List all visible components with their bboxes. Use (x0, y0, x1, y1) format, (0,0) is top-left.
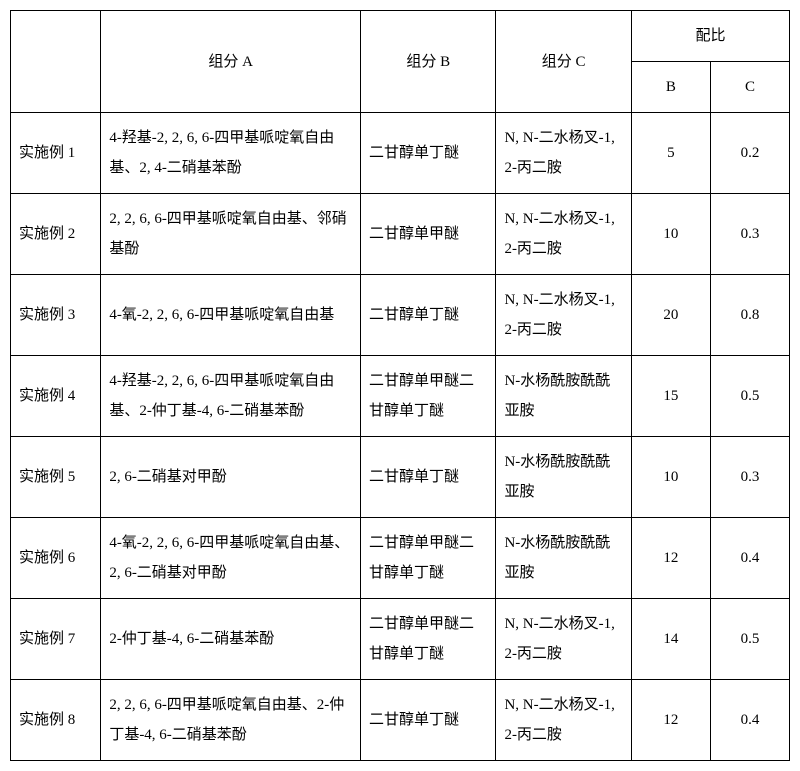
cell-ratio-c: 0.4 (710, 518, 789, 599)
cell-comp-c: N-水杨酰胺酰酰亚胺 (496, 437, 631, 518)
cell-comp-a: 4-羟基-2, 2, 6, 6-四甲基哌啶氧自由基、2, 4-二硝基苯酚 (101, 113, 361, 194)
table-row: 实施例 52, 6-二硝基对甲酚二甘醇单丁醚N-水杨酰胺酰酰亚胺100.3 (11, 437, 790, 518)
cell-comp-b: 二甘醇单丁醚 (360, 113, 495, 194)
cell-comp-a: 4-氧-2, 2, 6, 6-四甲基哌啶氧自由基 (101, 275, 361, 356)
cell-comp-b: 二甘醇单甲醚二甘醇单丁醚 (360, 356, 495, 437)
cell-ratio-b: 5 (631, 113, 710, 194)
cell-comp-b: 二甘醇单丁醚 (360, 275, 495, 356)
row-label: 实施例 2 (11, 194, 101, 275)
cell-comp-a: 4-羟基-2, 2, 6, 6-四甲基哌啶氧自由基、2-仲丁基-4, 6-二硝基… (101, 356, 361, 437)
row-label: 实施例 4 (11, 356, 101, 437)
cell-comp-c: N-水杨酰胺酰酰亚胺 (496, 518, 631, 599)
row-label: 实施例 7 (11, 599, 101, 680)
header-comp-a: 组分 A (101, 11, 361, 113)
cell-comp-c: N, N-二水杨叉-1, 2-丙二胺 (496, 275, 631, 356)
table-row: 实施例 22, 2, 6, 6-四甲基哌啶氧自由基、邻硝基酚二甘醇单甲醚N, N… (11, 194, 790, 275)
header-comp-c: 组分 C (496, 11, 631, 113)
table-row: 实施例 72-仲丁基-4, 6-二硝基苯酚二甘醇单甲醚二甘醇单丁醚N, N-二水… (11, 599, 790, 680)
composition-table: 组分 A 组分 B 组分 C 配比 B C 实施例 14-羟基-2, 2, 6,… (10, 10, 790, 761)
cell-ratio-c: 0.5 (710, 356, 789, 437)
cell-ratio-b: 10 (631, 437, 710, 518)
cell-ratio-b: 12 (631, 518, 710, 599)
table-row: 实施例 14-羟基-2, 2, 6, 6-四甲基哌啶氧自由基、2, 4-二硝基苯… (11, 113, 790, 194)
cell-comp-a: 2, 2, 6, 6-四甲基哌啶氧自由基、邻硝基酚 (101, 194, 361, 275)
cell-comp-b: 二甘醇单丁醚 (360, 437, 495, 518)
header-comp-b: 组分 B (360, 11, 495, 113)
header-ratio: 配比 (631, 11, 789, 62)
cell-comp-c: N-水杨酰胺酰酰亚胺 (496, 356, 631, 437)
cell-ratio-b: 10 (631, 194, 710, 275)
cell-ratio-b: 12 (631, 680, 710, 761)
row-label: 实施例 1 (11, 113, 101, 194)
cell-ratio-b: 20 (631, 275, 710, 356)
cell-ratio-c: 0.2 (710, 113, 789, 194)
row-label: 实施例 5 (11, 437, 101, 518)
header-row-1: 组分 A 组分 B 组分 C 配比 (11, 11, 790, 62)
cell-ratio-b: 14 (631, 599, 710, 680)
cell-ratio-b: 15 (631, 356, 710, 437)
cell-comp-a: 2-仲丁基-4, 6-二硝基苯酚 (101, 599, 361, 680)
table-row: 实施例 64-氧-2, 2, 6, 6-四甲基哌啶氧自由基、2, 6-二硝基对甲… (11, 518, 790, 599)
row-label: 实施例 3 (11, 275, 101, 356)
cell-comp-c: N, N-二水杨叉-1, 2-丙二胺 (496, 680, 631, 761)
row-label: 实施例 8 (11, 680, 101, 761)
cell-comp-b: 二甘醇单甲醚二甘醇单丁醚 (360, 599, 495, 680)
cell-ratio-c: 0.5 (710, 599, 789, 680)
cell-ratio-c: 0.8 (710, 275, 789, 356)
cell-comp-a: 2, 2, 6, 6-四甲基哌啶氧自由基、2-仲丁基-4, 6-二硝基苯酚 (101, 680, 361, 761)
header-ratio-b: B (631, 62, 710, 113)
cell-comp-c: N, N-二水杨叉-1, 2-丙二胺 (496, 113, 631, 194)
table-row: 实施例 34-氧-2, 2, 6, 6-四甲基哌啶氧自由基二甘醇单丁醚N, N-… (11, 275, 790, 356)
cell-comp-b: 二甘醇单丁醚 (360, 680, 495, 761)
cell-ratio-c: 0.3 (710, 194, 789, 275)
table-row: 实施例 82, 2, 6, 6-四甲基哌啶氧自由基、2-仲丁基-4, 6-二硝基… (11, 680, 790, 761)
cell-ratio-c: 0.4 (710, 680, 789, 761)
cell-comp-b: 二甘醇单甲醚 (360, 194, 495, 275)
header-blank (11, 11, 101, 113)
header-ratio-c: C (710, 62, 789, 113)
cell-ratio-c: 0.3 (710, 437, 789, 518)
row-label: 实施例 6 (11, 518, 101, 599)
cell-comp-a: 4-氧-2, 2, 6, 6-四甲基哌啶氧自由基、2, 6-二硝基对甲酚 (101, 518, 361, 599)
cell-comp-a: 2, 6-二硝基对甲酚 (101, 437, 361, 518)
cell-comp-c: N, N-二水杨叉-1, 2-丙二胺 (496, 194, 631, 275)
table-row: 实施例 44-羟基-2, 2, 6, 6-四甲基哌啶氧自由基、2-仲丁基-4, … (11, 356, 790, 437)
cell-comp-b: 二甘醇单甲醚二甘醇单丁醚 (360, 518, 495, 599)
cell-comp-c: N, N-二水杨叉-1, 2-丙二胺 (496, 599, 631, 680)
